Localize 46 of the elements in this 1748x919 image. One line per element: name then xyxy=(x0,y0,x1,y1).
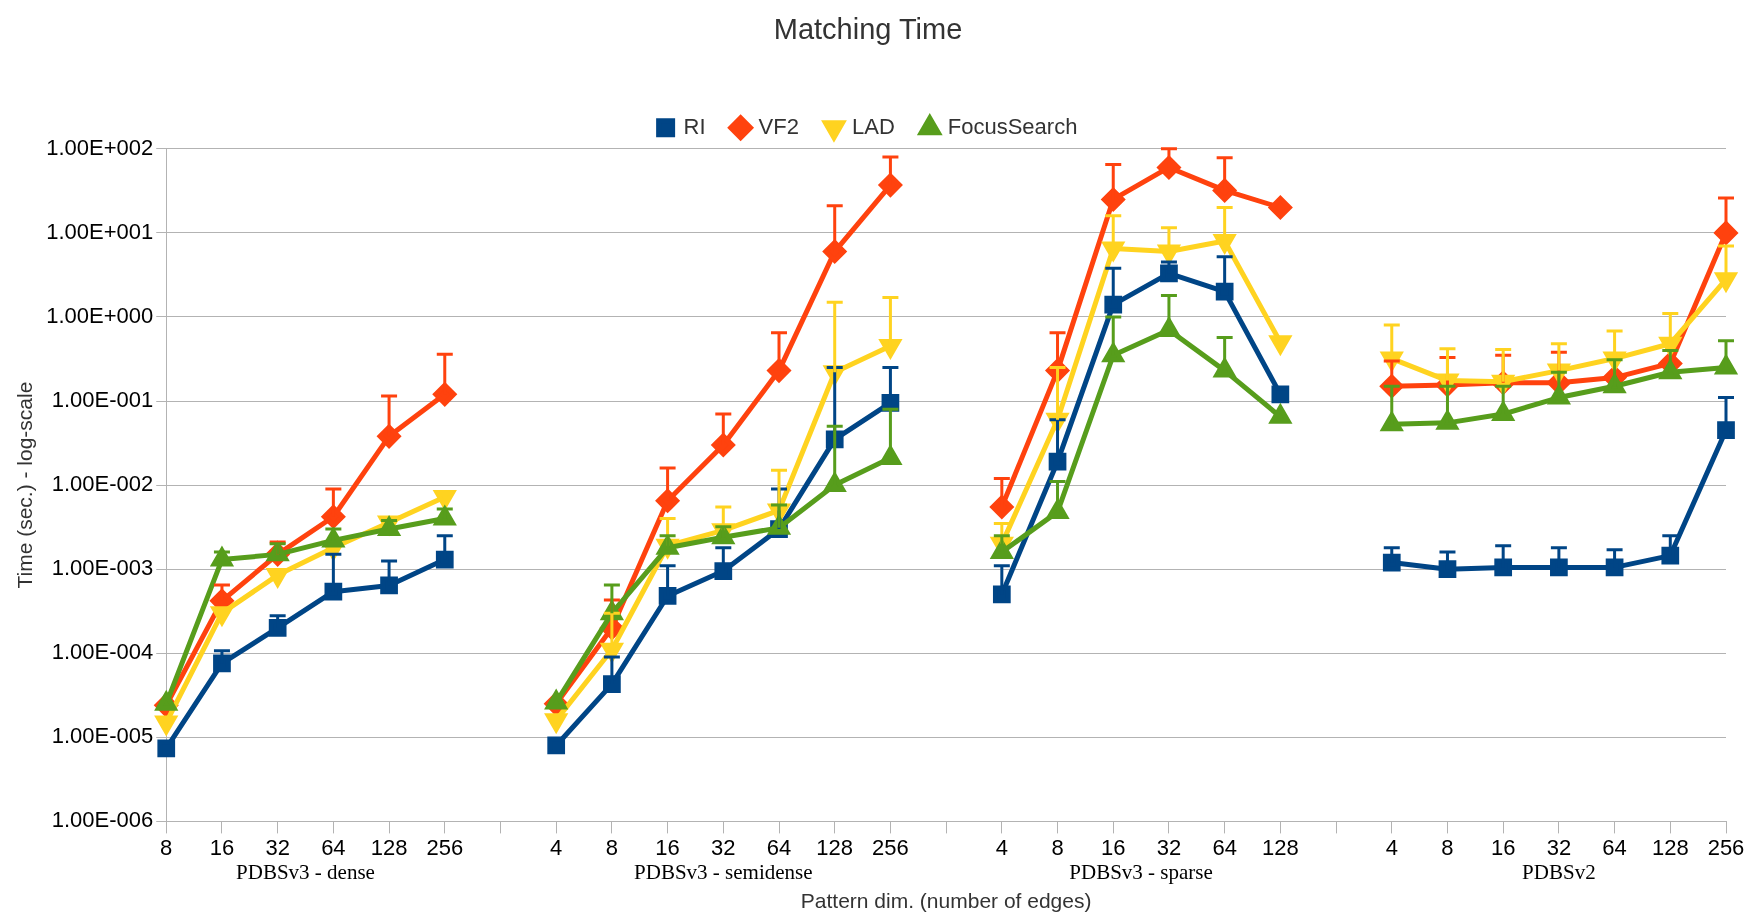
x-tick-label: 128 xyxy=(1262,834,1299,860)
legend-label: FocusSearch xyxy=(947,113,1078,139)
chart-title: Matching Time xyxy=(773,13,963,46)
x-tick-label: 8 xyxy=(605,834,619,860)
y-tick-label: 1.00E-003 xyxy=(51,555,154,581)
x-tick-label: 16 xyxy=(1490,834,1516,860)
legend-label: VF2 xyxy=(758,113,799,139)
y-tick-label: 1.00E+001 xyxy=(46,218,154,244)
text: PDBSv3 - semidense xyxy=(634,860,813,885)
y-tick-label: 1.00E-001 xyxy=(51,387,154,413)
x-tick-label: 128 xyxy=(1651,834,1689,860)
x-tick-label: 128 xyxy=(370,834,408,860)
x-tick-label: 4 xyxy=(550,834,563,860)
x-tick-label: 64 xyxy=(766,834,792,860)
x-tick-label: 32 xyxy=(265,834,290,860)
y-tick-label: 1.00E-002 xyxy=(51,471,154,497)
x-tick-label: 256 xyxy=(1707,834,1745,860)
text: PDBSv3 - dense xyxy=(236,860,375,885)
y-tick-label: 1.00E+002 xyxy=(46,134,154,160)
y-tick-label: 1.00E-005 xyxy=(51,723,154,749)
x-tick-label: 64 xyxy=(1212,834,1237,860)
legend-label: RI xyxy=(683,113,706,139)
x-tick-label: 8 xyxy=(160,834,173,860)
x-tick-label: 64 xyxy=(1602,834,1627,860)
y-axis-title: Time (sec.) - log-scale xyxy=(13,381,37,589)
x-tick-label: 128 xyxy=(816,834,854,860)
x-tick-label: 16 xyxy=(655,834,680,860)
x-tick-label: 16 xyxy=(209,834,235,860)
x-tick-label: 8 xyxy=(1441,834,1454,860)
legend-label: LAD xyxy=(851,113,895,139)
x-tick-label: 4 xyxy=(1385,834,1398,860)
x-tick-label: 32 xyxy=(1156,834,1182,860)
x-tick-label: 4 xyxy=(995,834,1008,860)
text: PDBSv3 - sparse xyxy=(1069,860,1213,885)
x-tick-label: 32 xyxy=(711,834,736,860)
x-axis-title: Pattern dim. (number of edges) xyxy=(800,889,1092,913)
x-tick-label: 8 xyxy=(1051,834,1064,860)
x-tick-label: 256 xyxy=(872,834,909,860)
x-tick-label: 256 xyxy=(426,834,464,860)
x-tick-label: 16 xyxy=(1101,834,1126,860)
y-tick-label: 1.00E+000 xyxy=(46,303,154,329)
x-tick-label: 64 xyxy=(321,834,346,860)
y-tick-label: 1.00E-004 xyxy=(51,639,154,665)
text: PDBSv2 xyxy=(1522,860,1596,885)
x-tick-label: 32 xyxy=(1546,834,1572,860)
y-tick-label: 1.00E-006 xyxy=(51,807,154,833)
